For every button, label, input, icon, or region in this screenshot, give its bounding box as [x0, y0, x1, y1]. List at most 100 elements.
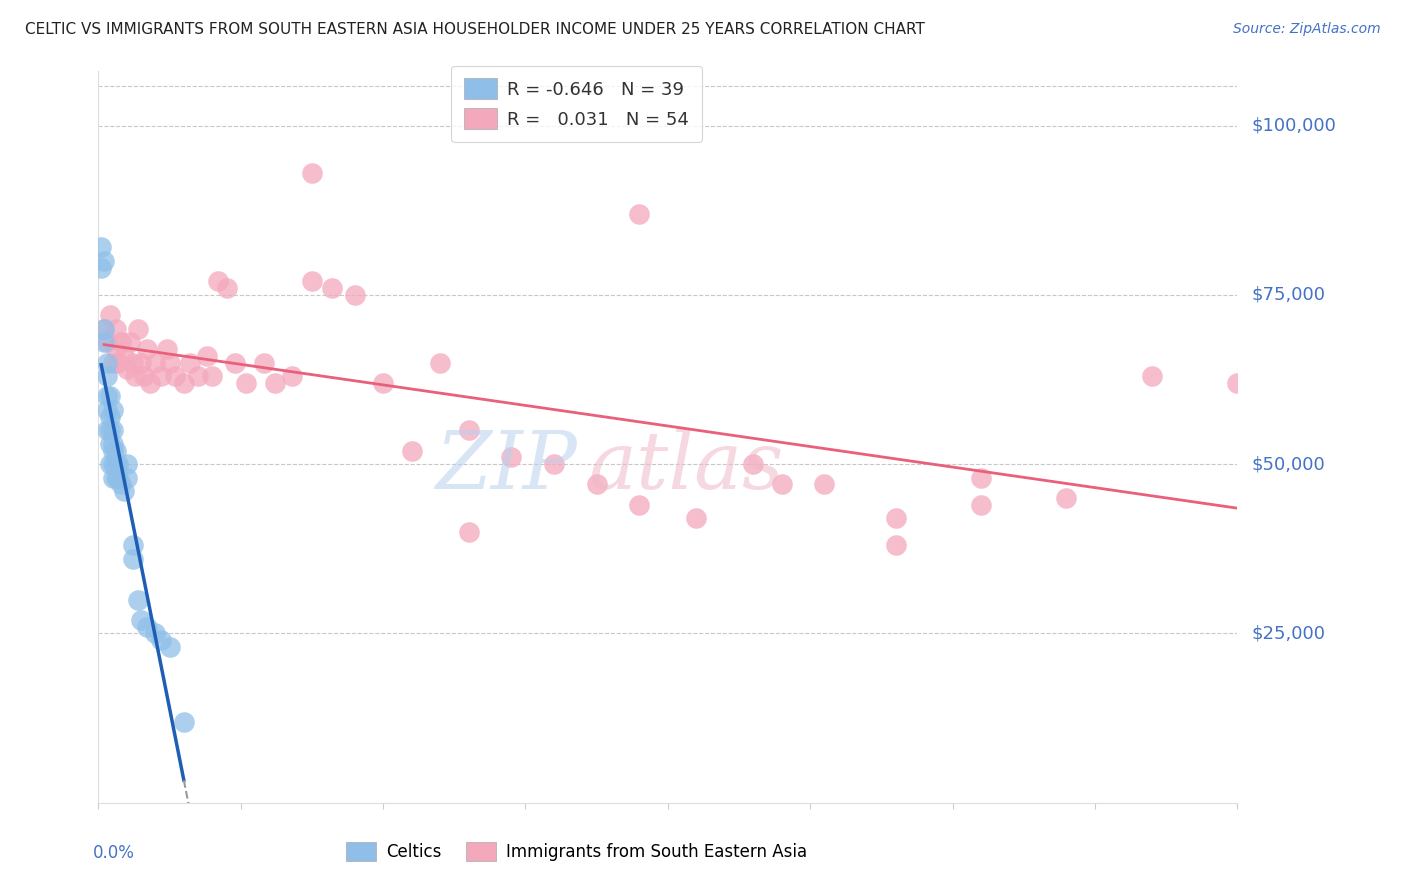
Point: [401, 443, 423, 458]
Point: [107, 457, 129, 471]
Point: [179, 355, 201, 369]
Point: [628, 498, 651, 512]
Point: [685, 511, 707, 525]
Point: [107, 471, 129, 485]
Point: [98, 389, 121, 403]
Point: [543, 457, 565, 471]
Point: [884, 538, 907, 552]
Point: [90, 240, 112, 254]
Point: [96, 355, 118, 369]
Point: [301, 166, 323, 180]
Point: [93, 322, 115, 336]
Point: [101, 457, 124, 471]
Text: 0.0%: 0.0%: [93, 844, 135, 862]
Y-axis label: Householder Income Under 25 years: Householder Income Under 25 years: [0, 290, 7, 584]
Point: [159, 640, 181, 654]
Point: [115, 471, 138, 485]
Point: [150, 369, 173, 384]
Point: [135, 342, 157, 356]
Point: [628, 206, 651, 220]
Point: [187, 369, 209, 384]
Point: [110, 477, 132, 491]
Point: [301, 274, 323, 288]
Point: [127, 592, 149, 607]
Point: [115, 362, 138, 376]
Point: [970, 471, 993, 485]
Point: [104, 322, 127, 336]
Text: Source: ZipAtlas.com: Source: ZipAtlas.com: [1233, 22, 1381, 37]
Point: [104, 471, 127, 485]
Point: [235, 376, 257, 390]
Point: [101, 355, 124, 369]
Point: [98, 308, 121, 322]
Point: [104, 457, 127, 471]
Point: [884, 511, 907, 525]
Point: [101, 443, 124, 458]
Point: [373, 376, 395, 390]
Point: [93, 254, 115, 268]
Point: [457, 423, 479, 437]
Point: [127, 322, 149, 336]
Point: [121, 538, 143, 552]
Point: [156, 342, 179, 356]
Point: [770, 477, 793, 491]
Point: [124, 369, 146, 384]
Point: [104, 443, 127, 458]
Point: [742, 457, 765, 471]
Point: [101, 403, 124, 417]
Point: [1226, 376, 1249, 390]
Point: [145, 626, 167, 640]
Point: [281, 369, 304, 384]
Legend: Celtics, Immigrants from South Eastern Asia: Celtics, Immigrants from South Eastern A…: [339, 835, 814, 868]
Point: [98, 423, 121, 437]
Point: [110, 335, 132, 350]
Text: $100,000: $100,000: [1251, 117, 1336, 135]
Text: $50,000: $50,000: [1251, 455, 1324, 473]
Text: ZIP: ZIP: [434, 427, 576, 505]
Point: [132, 369, 155, 384]
Text: CELTIC VS IMMIGRANTS FROM SOUTH EASTERN ASIA HOUSEHOLDER INCOME UNDER 25 YEARS C: CELTIC VS IMMIGRANTS FROM SOUTH EASTERN …: [25, 22, 925, 37]
Text: $75,000: $75,000: [1251, 285, 1326, 304]
Point: [112, 484, 135, 499]
Point: [135, 620, 157, 634]
Point: [138, 376, 160, 390]
Point: [165, 369, 187, 384]
Point: [343, 288, 366, 302]
Point: [429, 355, 451, 369]
Point: [201, 369, 224, 384]
Point: [321, 281, 343, 295]
Point: [1056, 491, 1078, 505]
Point: [98, 409, 121, 424]
Point: [264, 376, 287, 390]
Point: [150, 633, 173, 648]
Point: [118, 335, 141, 350]
Point: [813, 477, 835, 491]
Point: [1140, 369, 1163, 384]
Point: [93, 322, 115, 336]
Point: [159, 355, 181, 369]
Point: [98, 437, 121, 451]
Point: [107, 355, 129, 369]
Point: [90, 260, 112, 275]
Point: [145, 355, 167, 369]
Point: [96, 335, 118, 350]
Point: [98, 457, 121, 471]
Point: [457, 524, 479, 539]
Point: [252, 355, 274, 369]
Point: [104, 342, 127, 356]
Point: [96, 389, 118, 403]
Point: [101, 471, 124, 485]
Point: [121, 355, 143, 369]
Point: [215, 281, 238, 295]
Point: [93, 335, 115, 350]
Text: $25,000: $25,000: [1251, 624, 1326, 642]
Point: [129, 355, 152, 369]
Point: [501, 450, 523, 465]
Point: [207, 274, 229, 288]
Point: [96, 403, 118, 417]
Text: atlas: atlas: [588, 427, 783, 505]
Point: [96, 369, 118, 384]
Point: [101, 437, 124, 451]
Point: [173, 714, 195, 729]
Point: [195, 349, 218, 363]
